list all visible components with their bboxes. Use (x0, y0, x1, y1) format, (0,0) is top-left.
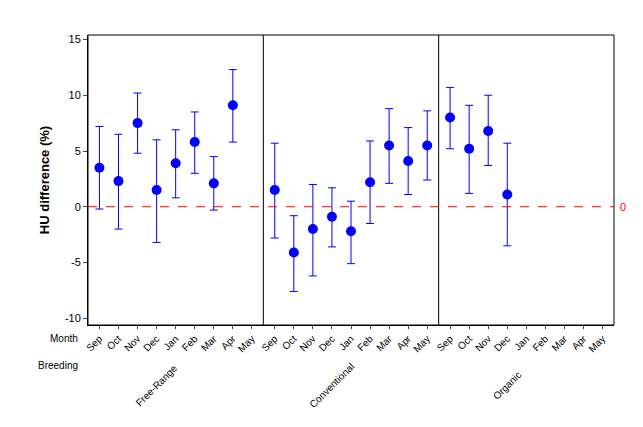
svg-text:0: 0 (75, 201, 81, 213)
svg-text:Organic: Organic (491, 369, 524, 402)
svg-text:Dec: Dec (141, 333, 161, 353)
svg-text:Feb: Feb (530, 333, 550, 353)
svg-text:Apr: Apr (394, 333, 413, 352)
svg-text:Oct: Oct (280, 333, 299, 352)
svg-text:Breeding: Breeding (38, 360, 78, 371)
svg-text:-5: -5 (71, 256, 81, 268)
svg-text:5: 5 (75, 145, 81, 157)
svg-text:Sep: Sep (259, 333, 280, 354)
svg-text:Nov: Nov (297, 333, 317, 353)
svg-text:Mar: Mar (549, 333, 569, 353)
svg-text:Oct: Oct (105, 333, 124, 352)
svg-text:Mar: Mar (199, 333, 219, 353)
svg-text:May: May (586, 333, 607, 354)
svg-text:Jan: Jan (337, 333, 356, 352)
svg-text:HU difference (%): HU difference (%) (37, 126, 52, 234)
svg-text:Mar: Mar (374, 333, 394, 353)
svg-text:Free-Range: Free-Range (134, 363, 180, 409)
svg-text:Sep: Sep (84, 333, 105, 354)
svg-text:Feb: Feb (180, 333, 200, 353)
svg-text:Nov: Nov (473, 333, 493, 353)
svg-text:Apr: Apr (570, 333, 589, 352)
svg-text:10: 10 (69, 89, 81, 101)
svg-text:Sep: Sep (435, 333, 456, 354)
svg-text:Jan: Jan (161, 333, 180, 352)
svg-text:-10: -10 (65, 312, 81, 324)
svg-text:Nov: Nov (122, 333, 142, 353)
svg-text:Conventional: Conventional (307, 361, 356, 410)
svg-text:Month: Month (50, 333, 78, 344)
svg-text:Jan: Jan (512, 333, 531, 352)
svg-text:Feb: Feb (355, 333, 375, 353)
svg-text:Apr: Apr (219, 333, 238, 352)
svg-text:Dec: Dec (317, 333, 337, 353)
svg-text:May: May (236, 333, 257, 354)
svg-text:Oct: Oct (455, 333, 474, 352)
svg-text:Dec: Dec (492, 333, 512, 353)
svg-text:0: 0 (620, 201, 626, 213)
svg-text:May: May (411, 333, 432, 354)
svg-text:15: 15 (69, 33, 81, 45)
